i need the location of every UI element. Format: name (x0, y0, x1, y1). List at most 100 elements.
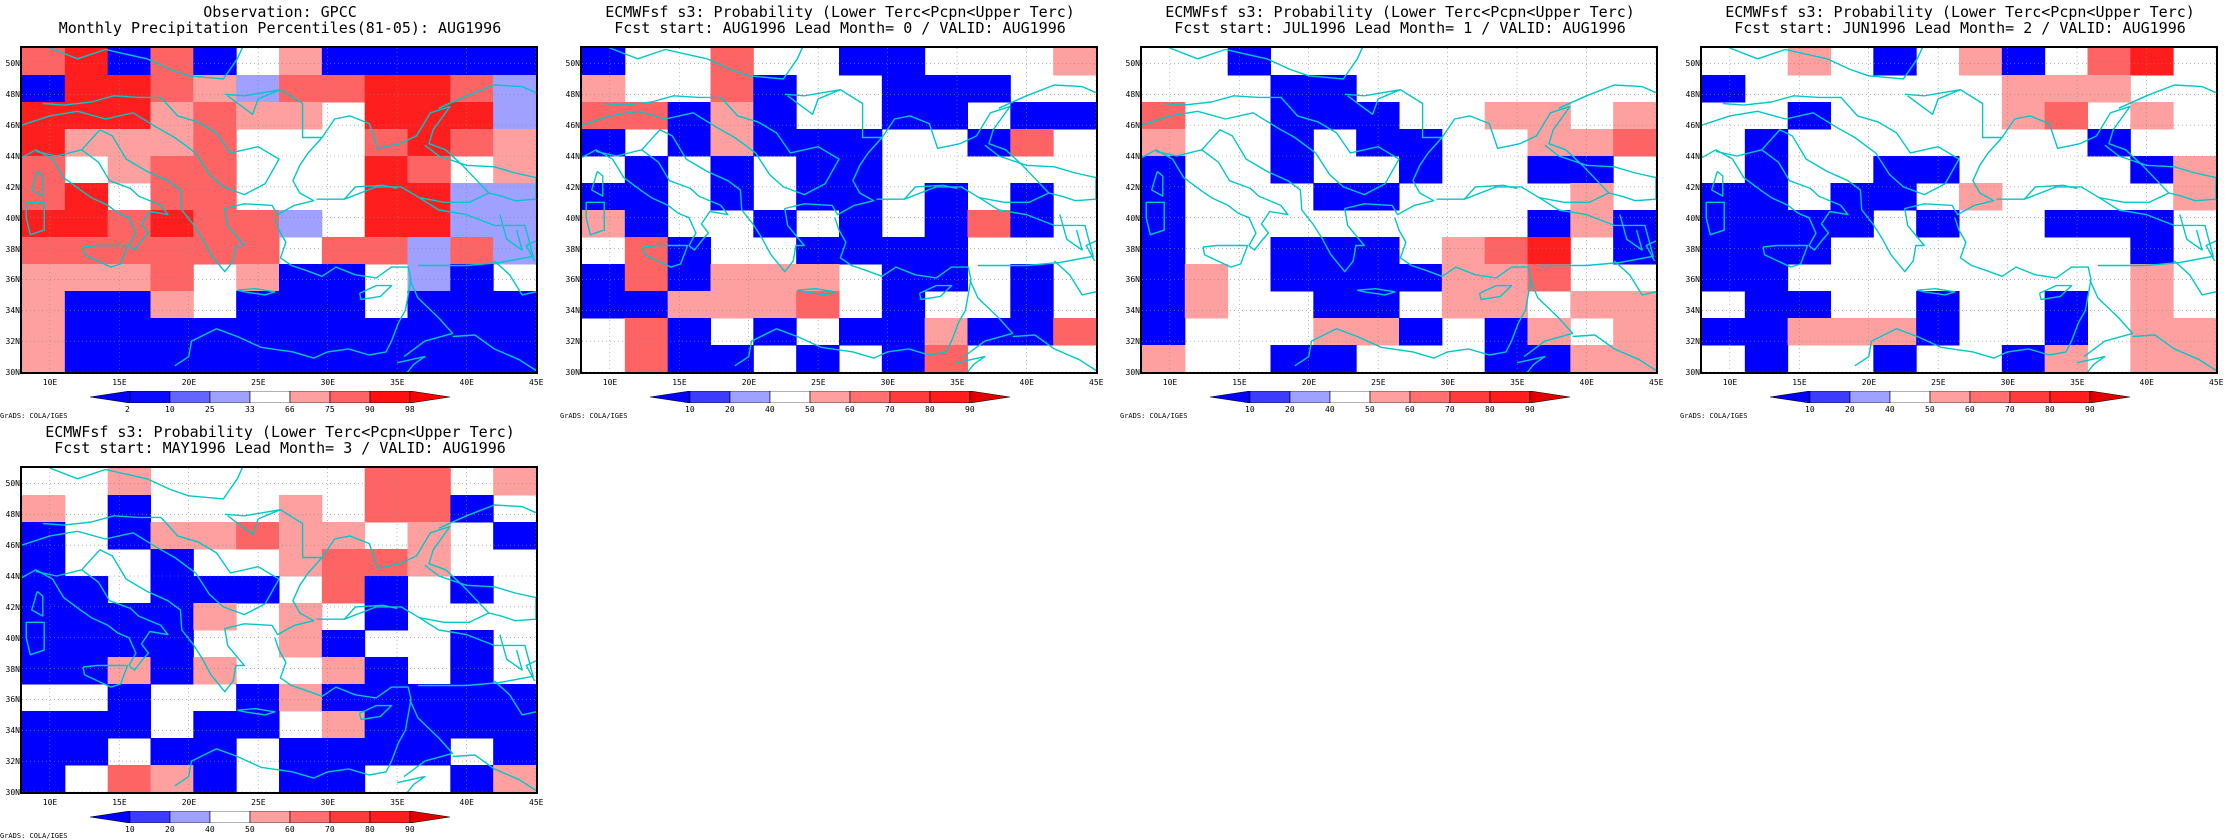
grid-cell (364, 210, 408, 238)
coastline (438, 504, 536, 529)
grid-cell (407, 684, 451, 712)
colorbar-label: 10 (685, 405, 695, 414)
grid-cell (364, 495, 408, 523)
grid-cell (493, 711, 536, 739)
coastline (403, 279, 454, 358)
latitude-label: 46N (565, 121, 580, 131)
grid-cell (279, 765, 323, 792)
grid-cell (64, 711, 109, 739)
colorbar-label: 66 (285, 405, 295, 414)
grid-cell (1959, 183, 2003, 211)
coastline (609, 48, 803, 80)
grid-cell (279, 291, 323, 319)
longitude-label: 10E (42, 798, 58, 807)
grid-cell (881, 291, 926, 319)
grid-cell (407, 738, 451, 766)
panel-title-line1: ECMWFsf s3: Probability (Lower Terc<Pcpn… (45, 423, 515, 441)
precipitation-map (20, 46, 538, 374)
latitude-label: 30N (565, 368, 580, 377)
grid-cell (407, 183, 451, 211)
grid-cell (150, 630, 194, 658)
grid-cell (1356, 318, 1400, 346)
latitude-label: 38N (5, 244, 20, 254)
grid-cell (321, 48, 366, 76)
grid-cell (1787, 210, 1831, 238)
latitude-label: 40N (1125, 213, 1140, 223)
coastline (49, 468, 243, 500)
colorbar-label: 50 (245, 825, 255, 834)
latitude-label: 48N (5, 90, 20, 100)
grid-cell (407, 156, 451, 184)
grid-cell (839, 156, 883, 184)
longitude-label: 20E (1301, 378, 1317, 387)
grid-cell (150, 576, 194, 604)
colorbar-segment (729, 391, 771, 403)
coastline (22, 149, 53, 160)
grid-cell (1916, 318, 1960, 346)
grid-cell (796, 129, 840, 157)
grid-cell (710, 183, 754, 211)
coastline (2023, 184, 2078, 200)
coastline (417, 197, 534, 267)
coastline (1344, 89, 1443, 139)
grid-cell (924, 237, 968, 265)
latitude-label: 34N (5, 726, 20, 736)
panel-title-line1: Observation: GPCC (203, 3, 357, 21)
longitude-label: 45E (1089, 378, 1104, 387)
colorbar-segment (90, 811, 131, 823)
grid-cell (2130, 210, 2174, 238)
latitude-label: 32N (5, 337, 20, 347)
grid-cell (279, 102, 323, 130)
grid-cell (193, 210, 237, 238)
grid-cell (450, 765, 494, 792)
colorbar-label: 90 (1525, 405, 1535, 414)
grid-cell (150, 264, 194, 292)
grid-cell (450, 237, 494, 265)
colorbar-label: 10 (165, 405, 175, 414)
coastline (1523, 279, 1574, 358)
colorbar-label: 50 (1365, 405, 1375, 414)
grid-cell (150, 210, 194, 238)
grid-cell (1744, 156, 1789, 184)
coastline (2179, 214, 2203, 251)
grid-cell (407, 264, 451, 292)
coastline (224, 509, 323, 559)
grid-cell (667, 345, 711, 372)
grid-cell (796, 291, 840, 319)
grid-cell (450, 264, 494, 292)
latitude-label: 38N (1125, 244, 1140, 254)
panel-title-line1: ECMWFsf s3: Probability (Lower Terc<Pcpn… (605, 3, 1075, 21)
grid-cell (107, 264, 151, 292)
grid-cell (64, 210, 109, 238)
longitude-label: 35E (950, 378, 965, 387)
longitude-label: 30E (320, 798, 336, 807)
coastline (2132, 334, 2216, 372)
grid-cell (364, 345, 408, 372)
coastline (82, 664, 129, 688)
coastline (82, 244, 129, 268)
grid-cell (2130, 237, 2174, 265)
colorbar-segment (409, 391, 451, 403)
grid-cell (150, 291, 194, 319)
map-panel-lead0: ECMWFsf s3: Probability (Lower Terc<Pcpn… (560, 0, 1120, 420)
grid-cell (22, 48, 66, 76)
longitude-label: 40E (459, 798, 474, 807)
latitude-label: 44N (1125, 152, 1140, 161)
grid-cell (1053, 48, 1096, 76)
grid-cell (193, 765, 237, 792)
latitude-label: 40N (565, 213, 580, 223)
longitude-label: 40E (1019, 378, 1034, 387)
grid-cell (321, 318, 366, 346)
coastline (611, 158, 697, 246)
coastline (1613, 260, 1656, 296)
grid-cell (407, 291, 451, 319)
grid-cell (710, 48, 754, 76)
colorbar-segment (1249, 391, 1291, 403)
grid-cell (1313, 183, 1357, 211)
coastline (1729, 48, 1923, 80)
coastline (2173, 260, 2216, 296)
grid-cell (407, 468, 451, 496)
colorbar-segment (1449, 391, 1491, 403)
grid-cell (1313, 264, 1357, 292)
grid-cell (1399, 129, 1443, 157)
